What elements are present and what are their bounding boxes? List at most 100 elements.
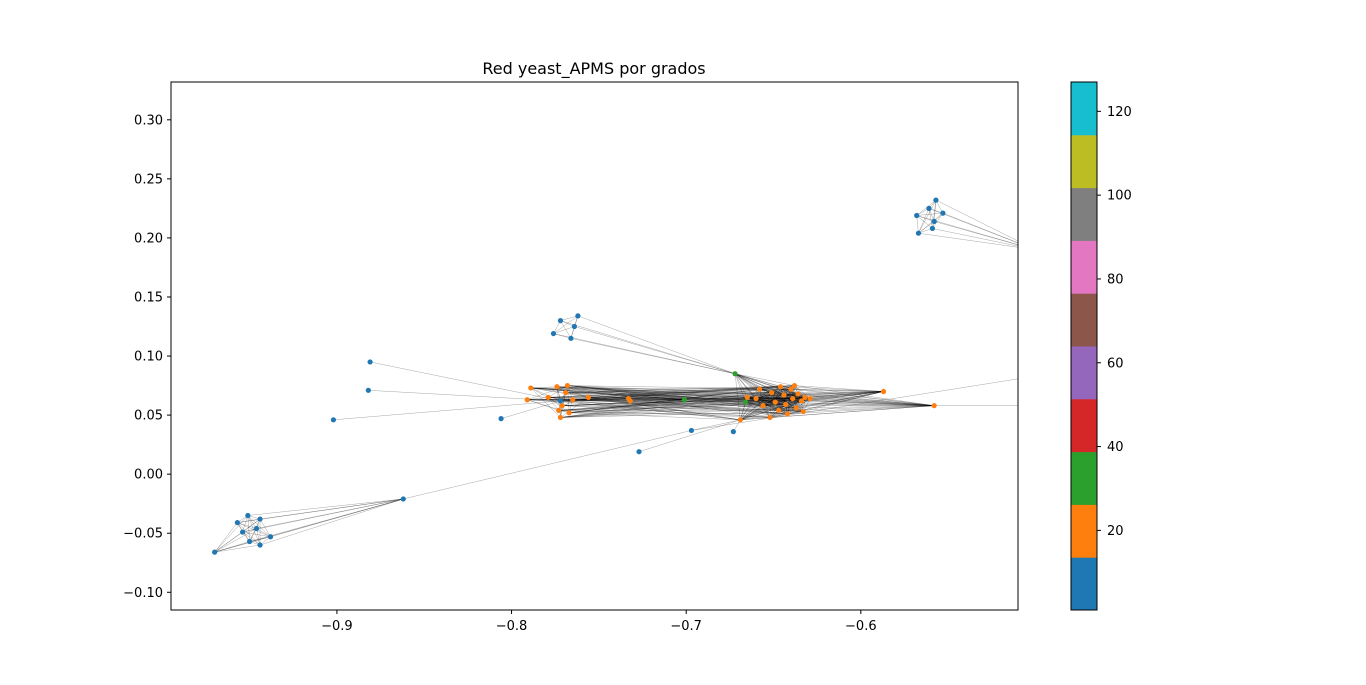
graph-edge — [560, 399, 685, 402]
colorbar-frame — [1070, 81, 1098, 611]
graph-edge — [562, 397, 589, 406]
colorbar-segment — [1071, 134, 1097, 189]
y-tick-label: 0.20 — [134, 231, 163, 246]
graph-edge — [572, 399, 776, 403]
graph-edge — [548, 385, 568, 398]
colorbar-segment — [1071, 187, 1097, 241]
graph-edge — [790, 388, 884, 392]
colorbar-segment — [1071, 504, 1097, 558]
graph-edge — [270, 498, 404, 538]
y-tick-label: 0.10 — [134, 350, 163, 365]
graph-node — [781, 392, 787, 398]
graph-edge — [745, 398, 811, 403]
graph-edge — [734, 373, 746, 403]
graph-edge — [734, 373, 764, 406]
graph-edge — [792, 391, 884, 399]
graph-edge — [562, 405, 779, 411]
graph-node — [267, 534, 274, 540]
graph-node — [791, 382, 798, 389]
graph-edge — [759, 388, 798, 395]
graph-edge — [756, 391, 884, 399]
graph-edge — [918, 208, 930, 234]
graph-edge — [548, 397, 685, 400]
graph-edge — [588, 397, 685, 400]
graph-node — [557, 414, 564, 421]
graph-edge — [780, 386, 806, 398]
graph-edge — [785, 404, 935, 406]
graph-edge — [803, 405, 935, 412]
graph-edge — [794, 385, 797, 409]
graph-edge — [763, 404, 786, 406]
graph-edge — [530, 387, 561, 418]
graph-edge — [778, 386, 781, 411]
graph-edge — [562, 398, 757, 406]
graph-edge — [560, 397, 748, 418]
graph-edge — [548, 397, 559, 411]
graph-edge — [558, 398, 793, 411]
graph-edge — [260, 498, 404, 520]
graph-edge — [756, 393, 798, 399]
graph-edge — [565, 386, 781, 393]
graph-edge — [787, 398, 811, 415]
graph-edge — [756, 398, 935, 406]
graph-node — [570, 397, 576, 403]
graph-node — [798, 398, 805, 404]
graph-edge — [803, 391, 884, 412]
graph-edge — [775, 400, 802, 403]
graph-edge — [740, 417, 771, 421]
graph-edge — [745, 391, 884, 403]
graph-edge — [771, 388, 792, 393]
graph-node — [575, 313, 581, 319]
x-axis: −0.9 −0.8 −0.7 −0.6 — [321, 610, 877, 634]
graph-edge — [256, 528, 271, 537]
y-axis: −0.10 −0.05 0.00 0.05 0.10 0.15 0.20 0.25 0.30 — [123, 113, 171, 601]
graph-edge — [560, 401, 746, 418]
graph-node — [776, 407, 782, 413]
graph-edge — [572, 399, 804, 412]
graph-node — [772, 399, 778, 405]
graph-edge — [771, 392, 788, 415]
graph-edge — [792, 398, 935, 406]
graph-node — [926, 205, 932, 211]
graph-edge — [745, 401, 771, 418]
graph-edge — [588, 397, 741, 421]
graph-edge — [556, 386, 771, 418]
graph-edge — [762, 388, 792, 406]
graph-node — [793, 405, 799, 411]
graph-edge — [740, 385, 795, 421]
graph-edge — [769, 400, 802, 418]
graph-edge — [638, 419, 741, 452]
graph-node — [636, 449, 642, 455]
graph-node — [245, 512, 251, 519]
graph-node — [400, 496, 406, 502]
graph-node — [566, 410, 572, 416]
graph-node — [795, 391, 801, 397]
graph-edge — [237, 498, 404, 523]
graph-edge — [775, 386, 781, 403]
graph-edge — [734, 373, 785, 396]
graph-edge — [562, 405, 771, 418]
graph-node — [550, 330, 557, 337]
graph-edge — [734, 373, 757, 399]
graph-node — [744, 394, 750, 400]
graph-edge — [796, 405, 935, 409]
colorbar-segment — [1071, 346, 1097, 400]
graph-edge — [745, 388, 760, 403]
graph-edge — [801, 400, 935, 406]
graph-node — [545, 394, 551, 400]
graph-edge — [548, 397, 788, 415]
graph-edge — [530, 387, 589, 398]
graph-edge — [745, 401, 764, 406]
graph-node — [498, 416, 504, 422]
graph-edge — [530, 387, 797, 409]
graph-edge — [790, 388, 935, 406]
graph-edge — [560, 400, 788, 415]
graph-edge — [759, 388, 793, 399]
graph-edge — [569, 388, 760, 413]
graph-node — [732, 371, 738, 377]
graph-edge — [567, 385, 570, 413]
graph-edge — [553, 326, 575, 334]
graph-edge — [740, 404, 786, 421]
x-tick-label: −0.8 — [496, 619, 528, 634]
graph-edge — [747, 394, 784, 398]
